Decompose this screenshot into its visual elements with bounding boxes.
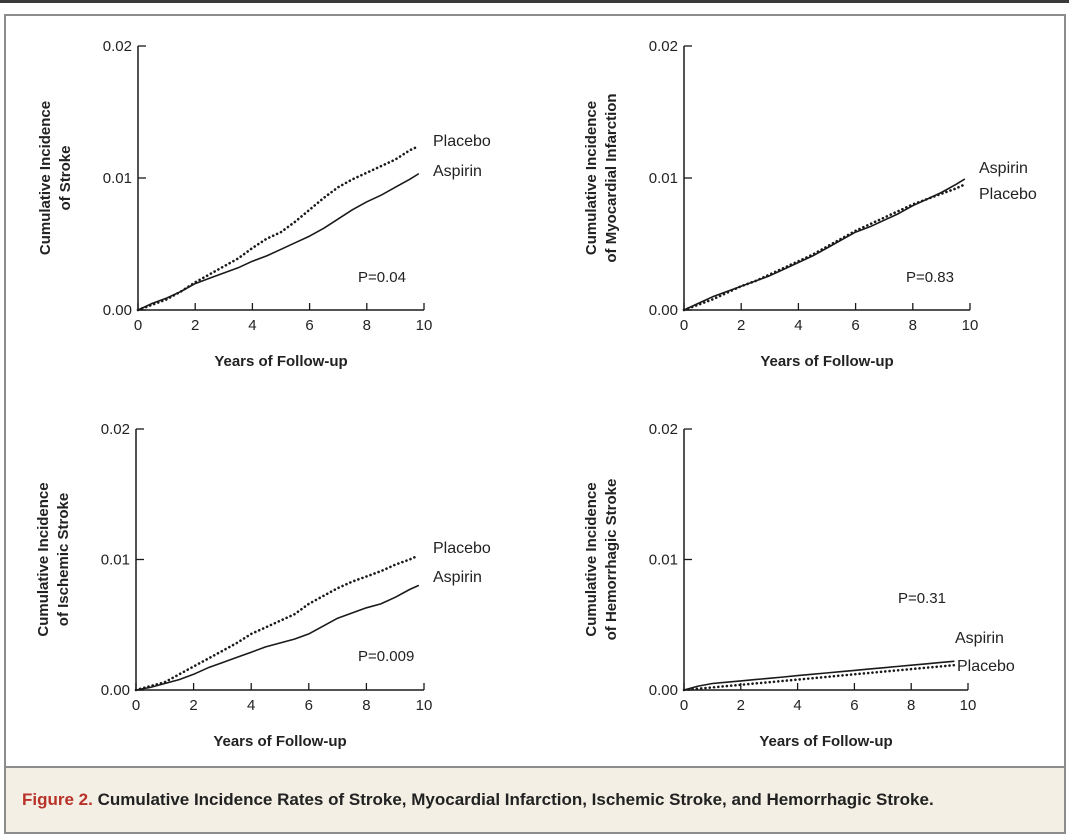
x-tick-label: 8 bbox=[363, 317, 371, 334]
series-label-placebo: Placebo bbox=[433, 540, 491, 557]
y-tick-label: 0.01 bbox=[101, 552, 130, 569]
x-tick-label: 2 bbox=[737, 697, 745, 714]
charts-area: 0.00 0.01 0.02 0 2 4 6 8 10 Years of Follow-up Cum… bbox=[6, 16, 1064, 766]
x-tick-label: 6 bbox=[305, 317, 313, 334]
x-tick-label: 0 bbox=[132, 697, 140, 714]
y-axis-label-line1: Cumulative Incidence bbox=[37, 101, 54, 255]
figure-label: Figure 2. bbox=[22, 790, 93, 809]
y-tick-label: 0.02 bbox=[103, 38, 132, 55]
x-tick-label: 8 bbox=[909, 317, 917, 334]
top-rule bbox=[0, 0, 1069, 3]
x-tick-label: 4 bbox=[248, 317, 256, 334]
y-axis-label-line2: of Ischemic Stroke bbox=[55, 493, 72, 626]
y-tick-label: 0.01 bbox=[649, 552, 678, 569]
y-tick-label: 0.01 bbox=[103, 170, 132, 187]
figure-frame: 0.00 0.01 0.02 0 2 4 6 8 10 Years of Follow-up Cum… bbox=[4, 14, 1066, 834]
x-tick-label: 0 bbox=[680, 697, 688, 714]
x-axis-label: Years of Follow-up bbox=[760, 353, 893, 370]
y-axis-label-line1: Cumulative Incidence bbox=[583, 101, 600, 255]
x-tick-label: 4 bbox=[247, 697, 255, 714]
x-axis-label: Years of Follow-up bbox=[759, 733, 892, 750]
y-tick-label: 0.01 bbox=[649, 170, 678, 187]
y-tick-label: 0.00 bbox=[103, 302, 132, 319]
x-tick-label: 6 bbox=[851, 317, 859, 334]
x-tick-label: 10 bbox=[962, 317, 979, 334]
p-value-annotation: P=0.31 bbox=[898, 590, 946, 607]
series-label-aspirin: Aspirin bbox=[433, 569, 482, 586]
x-tick-label: 0 bbox=[680, 317, 688, 334]
y-tick-label: 0.00 bbox=[101, 682, 130, 699]
series-line-placebo bbox=[682, 663, 956, 692]
chart-panel-mi: 0.00 0.01 0.02 0 2 4 6 8 10 Years of Follow-up Cum… bbox=[583, 38, 1037, 370]
x-tick-label: 4 bbox=[793, 697, 801, 714]
caption-bar: Figure 2. Cumulative Incidence Rates of … bbox=[6, 766, 1064, 832]
chart-panel-ischemic: 0.00 0.01 0.02 0 2 4 6 8 10 Years of Follow-up Cum… bbox=[35, 421, 491, 750]
y-tick-label: 0.00 bbox=[649, 682, 678, 699]
series-line-placebo bbox=[134, 554, 420, 692]
x-tick-label: 8 bbox=[362, 697, 370, 714]
series-line-aspirin bbox=[683, 178, 966, 311]
y-axis-label-line1: Cumulative Incidence bbox=[35, 482, 52, 636]
x-axis-label: Years of Follow-up bbox=[214, 353, 347, 370]
x-tick-label: 2 bbox=[191, 317, 199, 334]
y-axis-label-line2: of Hemorrhagic Stroke bbox=[603, 479, 620, 641]
x-tick-label: 2 bbox=[737, 317, 745, 334]
y-axis-label-line2: of Myocardial Infarction bbox=[603, 93, 620, 262]
p-value-annotation: P=0.009 bbox=[358, 648, 414, 665]
series-label-aspirin: Aspirin bbox=[979, 160, 1028, 177]
x-tick-label: 2 bbox=[189, 697, 197, 714]
series-label-placebo: Placebo bbox=[957, 658, 1015, 675]
series-label-aspirin: Aspirin bbox=[433, 163, 482, 180]
x-tick-label: 10 bbox=[416, 697, 433, 714]
x-tick-label: 8 bbox=[907, 697, 915, 714]
x-tick-label: 4 bbox=[794, 317, 802, 334]
series-line-aspirin bbox=[137, 173, 420, 311]
charts-svg: 0.00 0.01 0.02 0 2 4 6 8 10 Years of Follow-up Cum… bbox=[35, 38, 1037, 750]
series-label-placebo: Placebo bbox=[979, 186, 1037, 203]
x-tick-label: 6 bbox=[850, 697, 858, 714]
y-tick-label: 0.00 bbox=[649, 302, 678, 319]
chart-panel-stroke: 0.00 0.01 0.02 0 2 4 6 8 10 Years of Follow-up Cum… bbox=[37, 38, 491, 370]
x-tick-label: 6 bbox=[305, 697, 313, 714]
y-axis-label-line1: Cumulative Incidence bbox=[583, 482, 600, 636]
p-value-annotation: P=0.04 bbox=[358, 269, 406, 286]
chart-panel-hemorrhagic: 0.00 0.01 0.02 0 2 4 6 8 10 Years of Follow-up Cum… bbox=[583, 421, 1015, 750]
y-tick-label: 0.02 bbox=[649, 421, 678, 438]
series-line-placebo bbox=[682, 183, 966, 312]
x-tick-label: 10 bbox=[416, 317, 433, 334]
y-axis-label-line2: of Stroke bbox=[57, 145, 74, 210]
y-tick-label: 0.02 bbox=[649, 38, 678, 55]
series-line-aspirin bbox=[135, 584, 420, 691]
x-tick-label: 0 bbox=[134, 317, 142, 334]
series-line-aspirin bbox=[683, 660, 955, 691]
x-tick-label: 10 bbox=[960, 697, 977, 714]
y-tick-label: 0.02 bbox=[101, 421, 130, 438]
figure-caption: Figure 2. Cumulative Incidence Rates of … bbox=[22, 768, 934, 832]
figure-caption-text: Cumulative Incidence Rates of Stroke, My… bbox=[97, 790, 934, 809]
series-label-aspirin: Aspirin bbox=[955, 630, 1004, 647]
x-axis-label: Years of Follow-up bbox=[213, 733, 346, 750]
series-label-placebo: Placebo bbox=[433, 133, 491, 150]
p-value-annotation: P=0.83 bbox=[906, 269, 954, 286]
